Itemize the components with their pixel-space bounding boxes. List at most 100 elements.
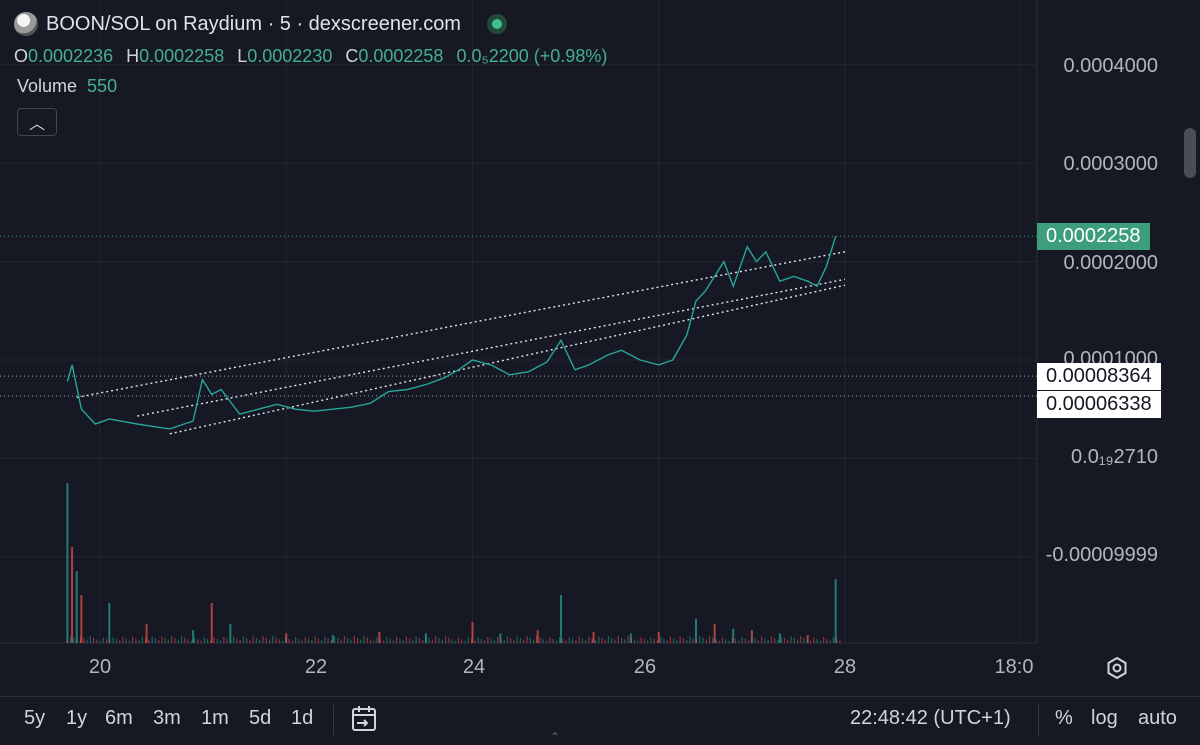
volume-bar xyxy=(826,638,828,643)
chart-settings-button[interactable] xyxy=(1105,656,1129,685)
timeframe-3m-button[interactable]: 3m xyxy=(153,707,181,729)
volume-bar xyxy=(653,638,655,643)
volume-bar xyxy=(633,639,636,643)
volume-bar xyxy=(734,638,737,643)
volume-bar xyxy=(161,636,163,643)
volume-bar xyxy=(513,639,515,643)
timeframe-1d-button[interactable]: 1d xyxy=(291,707,314,729)
volume-bar xyxy=(549,637,551,643)
volume-bar xyxy=(748,640,750,643)
volume-bar xyxy=(607,636,610,643)
volume-bar xyxy=(819,640,821,643)
volume-bar xyxy=(774,638,776,643)
volume-bar xyxy=(474,640,476,643)
volume-bar xyxy=(141,636,143,643)
volume-bar xyxy=(363,636,365,643)
volume-bar xyxy=(562,638,564,643)
volume-bar xyxy=(806,639,808,643)
auto-scale-button[interactable]: auto xyxy=(1138,707,1177,729)
volume-bar xyxy=(366,637,368,643)
volume-bar xyxy=(457,637,460,643)
scrollbar-handle[interactable] xyxy=(1184,128,1196,178)
volume-bar xyxy=(627,636,629,643)
volume-bar xyxy=(304,637,306,643)
expand-panel-icon[interactable]: ⌃ xyxy=(550,730,561,744)
volume-bar xyxy=(386,637,388,643)
volume-bar xyxy=(461,639,463,643)
volume-bar xyxy=(470,638,473,643)
volume-bar xyxy=(151,636,153,643)
low-label: L xyxy=(237,46,248,66)
volume-bar xyxy=(268,639,271,643)
time-tick: 28 xyxy=(833,656,857,678)
utc-clock[interactable]: 22:48:42 (UTC+1) xyxy=(850,707,1011,729)
volume-bar xyxy=(477,637,479,643)
volume-bar xyxy=(444,636,447,643)
volume-bar xyxy=(418,638,421,643)
log-scale-button[interactable]: log xyxy=(1091,707,1118,729)
volume-bar xyxy=(695,619,697,643)
timeframe-1m-button[interactable]: 1m xyxy=(201,707,229,729)
time-tick: 24 xyxy=(462,656,486,678)
pair-title: BOON/SOL on Raydium · 5 · dexscreener.co… xyxy=(46,12,461,35)
volume-bar xyxy=(259,639,261,643)
volume-bar xyxy=(510,638,512,643)
volume-bar xyxy=(89,636,91,643)
volume-bar xyxy=(715,639,717,643)
date-range-button[interactable] xyxy=(350,704,378,739)
volume-bar xyxy=(783,638,786,643)
time-tick: 22 xyxy=(304,656,328,678)
volume-bar xyxy=(112,637,114,643)
volume-bar xyxy=(751,637,753,643)
volume-bar xyxy=(66,639,69,643)
collapse-legend-button[interactable]: ︿ xyxy=(17,108,57,136)
close-label: C xyxy=(345,46,359,66)
timeframe-1y-button[interactable]: 1y xyxy=(66,707,88,729)
volume-bar xyxy=(630,637,632,643)
percent-scale-button[interactable]: % xyxy=(1055,707,1073,729)
volume-bar xyxy=(298,638,300,643)
volume-bar xyxy=(643,639,645,643)
volume-bar xyxy=(822,637,825,643)
volume-bar xyxy=(598,636,600,643)
volume-bar xyxy=(568,637,570,643)
volume-bar xyxy=(180,636,183,643)
volume-bar xyxy=(288,639,290,643)
volume-bar xyxy=(731,637,733,643)
volume-bar xyxy=(378,631,381,643)
volume-bar xyxy=(676,640,678,643)
volume-bar xyxy=(614,639,616,643)
volume-bar xyxy=(536,630,539,643)
volume-bar xyxy=(122,637,124,643)
volume-bar xyxy=(324,636,326,643)
volume-bar xyxy=(213,637,215,643)
volume-bar xyxy=(646,640,649,643)
timeframe-5y-button[interactable]: 5y xyxy=(24,707,46,729)
volume-bars xyxy=(66,483,841,643)
volume-bar xyxy=(265,637,267,643)
volume-bar xyxy=(800,636,802,643)
price-tick: -0.00009999 xyxy=(1045,544,1158,566)
timeframe-5d-button[interactable]: 5d xyxy=(249,707,272,729)
volume-bar xyxy=(558,637,561,643)
volume-bar xyxy=(145,638,147,643)
volume-bar xyxy=(405,636,407,643)
volume-bar xyxy=(308,638,310,643)
volume-bar xyxy=(441,639,443,643)
volume-bar xyxy=(193,637,196,643)
volume-bar xyxy=(233,636,235,643)
volume-bar xyxy=(809,640,812,643)
timeframe-6m-button[interactable]: 6m xyxy=(105,707,133,729)
volume-bar xyxy=(376,637,378,643)
volume-bar xyxy=(428,638,430,643)
volume-bar xyxy=(725,639,727,643)
volume-bar xyxy=(102,637,104,643)
price-level-lines xyxy=(0,235,1037,397)
volume-bar xyxy=(131,637,134,643)
volume-bar xyxy=(539,637,541,643)
volume-bar xyxy=(275,637,277,643)
volume-bar xyxy=(506,636,509,643)
volume-bar xyxy=(311,640,313,643)
volume-bar xyxy=(741,637,743,643)
